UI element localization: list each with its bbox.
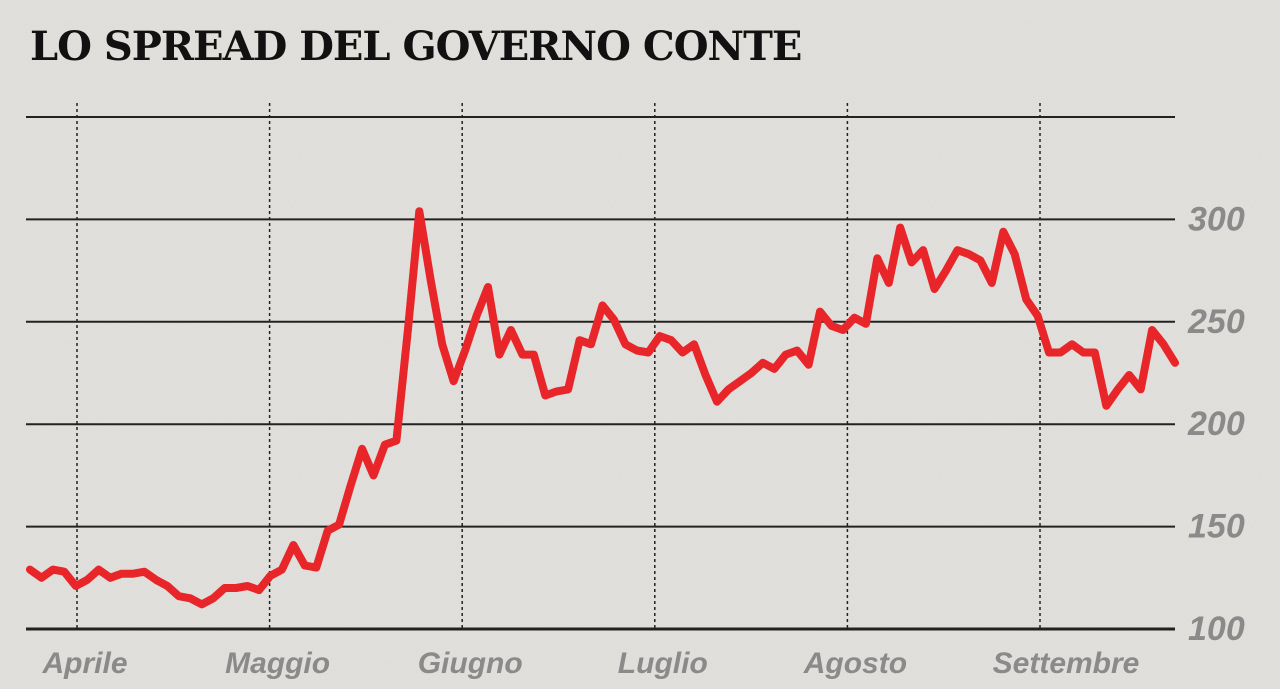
x-tick-label: Aprile — [41, 647, 127, 680]
x-tick-label: Agosto — [803, 647, 907, 680]
y-tick-label: 300 — [1188, 200, 1245, 238]
y-tick-label: 200 — [1187, 405, 1245, 443]
x-tick-label: Giugno — [418, 647, 523, 680]
data-line — [26, 207, 1179, 609]
chart-title: LO SPREAD DEL GOVERNO CONTE — [30, 23, 801, 70]
y-tick-label: 250 — [1187, 303, 1245, 341]
y-tick-label: 150 — [1188, 508, 1245, 546]
x-tick-label: Settembre — [993, 647, 1140, 680]
y-tick-label: 100 — [1188, 610, 1245, 648]
x-tick-label: Maggio — [225, 647, 330, 680]
x-tick-label: Luglio — [618, 647, 708, 680]
